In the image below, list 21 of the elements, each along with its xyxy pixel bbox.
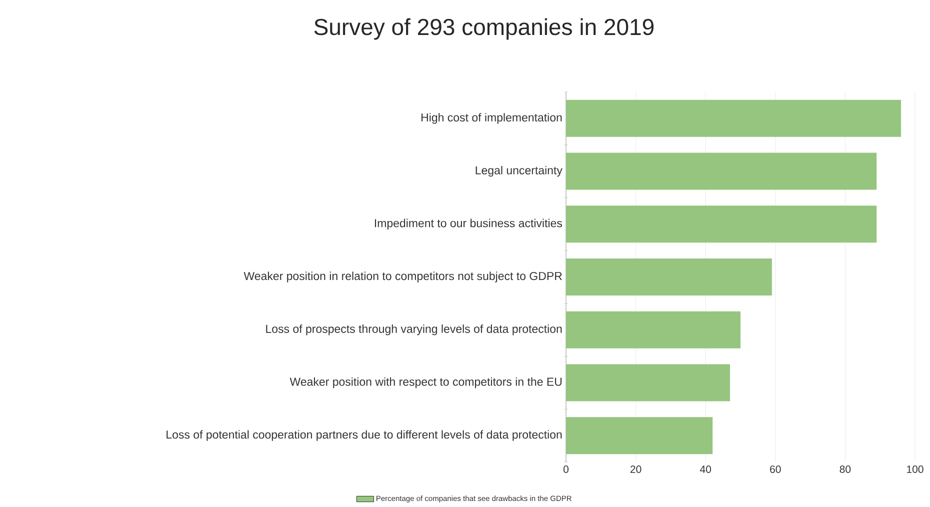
x-tick-label: 100	[907, 466, 924, 473]
x-tick-label: 80	[840, 466, 851, 473]
bar	[566, 258, 772, 296]
bar	[566, 152, 877, 190]
bar	[566, 417, 713, 454]
y-tick-label: Weaker position in relation to competitors not subject to GDPR	[244, 272, 562, 282]
x-tick-label: 20	[630, 466, 642, 473]
y-tick-label: High cost of implementation	[422, 113, 562, 124]
y-tick-label: Impediment to our business activities	[374, 218, 562, 230]
y-tick-label: Loss of prospects through varying levels of data protection	[266, 324, 562, 336]
bar	[566, 206, 877, 243]
y-tick-label: Loss of potential cooperation partners due to different levels of data protection	[166, 430, 562, 441]
x-tick-label: 0	[563, 466, 569, 473]
y-tick-label: Legal uncertainty	[476, 166, 562, 177]
bar	[566, 311, 740, 348]
y-tick-label: Weaker position with respect to competitors in the EU	[290, 377, 562, 388]
bar	[566, 100, 902, 137]
chart-title: Survey of 293 companies in 2019	[314, 18, 654, 40]
bar	[566, 364, 730, 402]
x-tick-label: 60	[770, 466, 781, 473]
x-tick-label: 40	[700, 466, 712, 473]
